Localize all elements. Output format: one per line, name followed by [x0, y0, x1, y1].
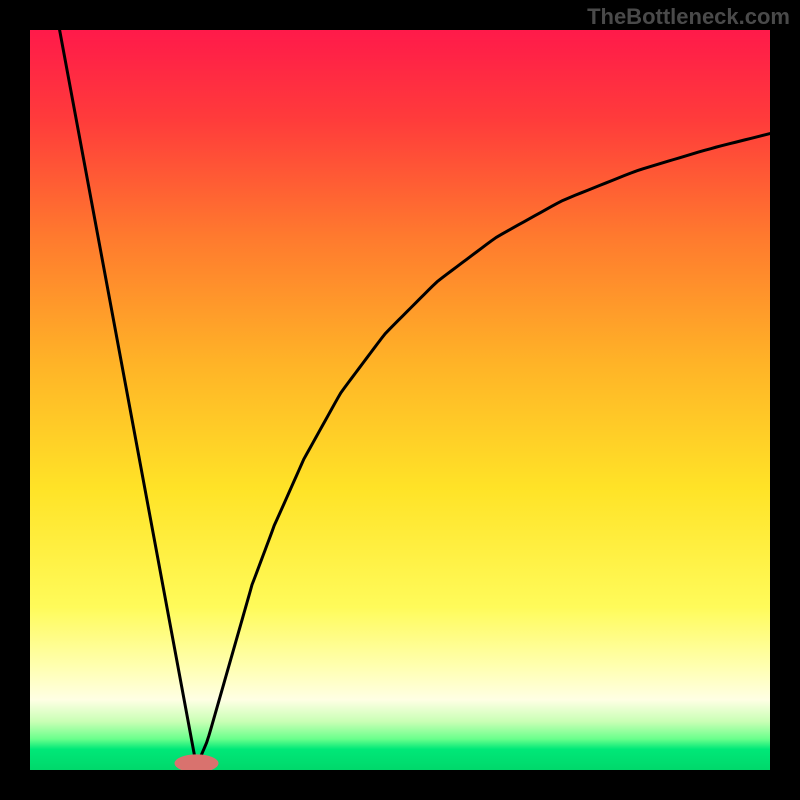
optimal-marker: [175, 754, 219, 772]
chart-container: TheBottleneck.com: [0, 0, 800, 800]
bottleneck-chart: [0, 0, 800, 800]
chart-background: [30, 30, 770, 770]
watermark-text: TheBottleneck.com: [587, 4, 790, 30]
